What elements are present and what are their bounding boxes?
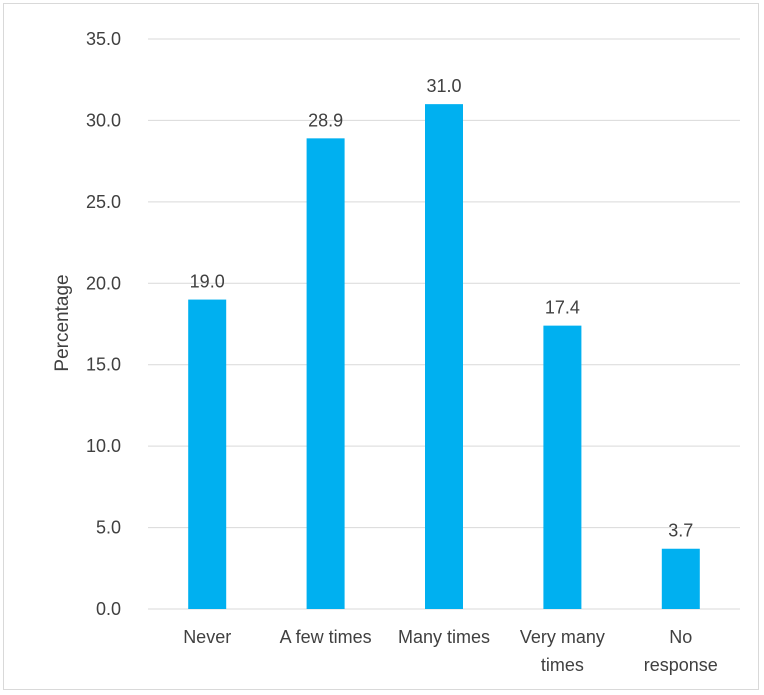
bars	[188, 104, 700, 610]
bar	[188, 299, 227, 609]
bar	[661, 548, 700, 609]
data-label: 3.7	[668, 521, 693, 541]
bar	[425, 104, 463, 610]
data-labels: 19.0 28.9 31.0 17.4 3.7	[190, 76, 694, 541]
y-tick-label: 0.0	[96, 599, 121, 619]
x-tick-label: A few times	[280, 627, 372, 647]
x-tick-label: Many times	[398, 627, 490, 647]
y-tick-label: 30.0	[86, 110, 121, 130]
y-axis-title: Percentage	[52, 274, 73, 371]
data-label: 17.4	[545, 298, 580, 318]
x-tick-label: Very many times	[520, 627, 605, 675]
y-tick-label: 5.0	[96, 518, 121, 538]
bar	[543, 325, 582, 609]
x-tick-label: Never	[183, 627, 231, 647]
chart-frame	[3, 3, 759, 690]
y-tick-label: 25.0	[86, 192, 121, 212]
y-axis-tick-labels: 0.0 5.0 10.0 15.0 20.0 25.0 30.0 35.0	[86, 29, 121, 619]
bar	[306, 138, 345, 610]
y-tick-label: 35.0	[86, 29, 121, 49]
y-tick-label: 20.0	[86, 273, 121, 293]
data-label: 28.9	[308, 110, 343, 130]
y-tick-label: 10.0	[86, 436, 121, 456]
x-axis-tick-labels: Never A few times Many times Very many times…	[183, 627, 718, 675]
x-tick-label: No response	[644, 627, 718, 675]
y-tick-label: 15.0	[86, 355, 121, 375]
data-label: 19.0	[190, 272, 225, 292]
data-label: 31.0	[426, 76, 461, 96]
